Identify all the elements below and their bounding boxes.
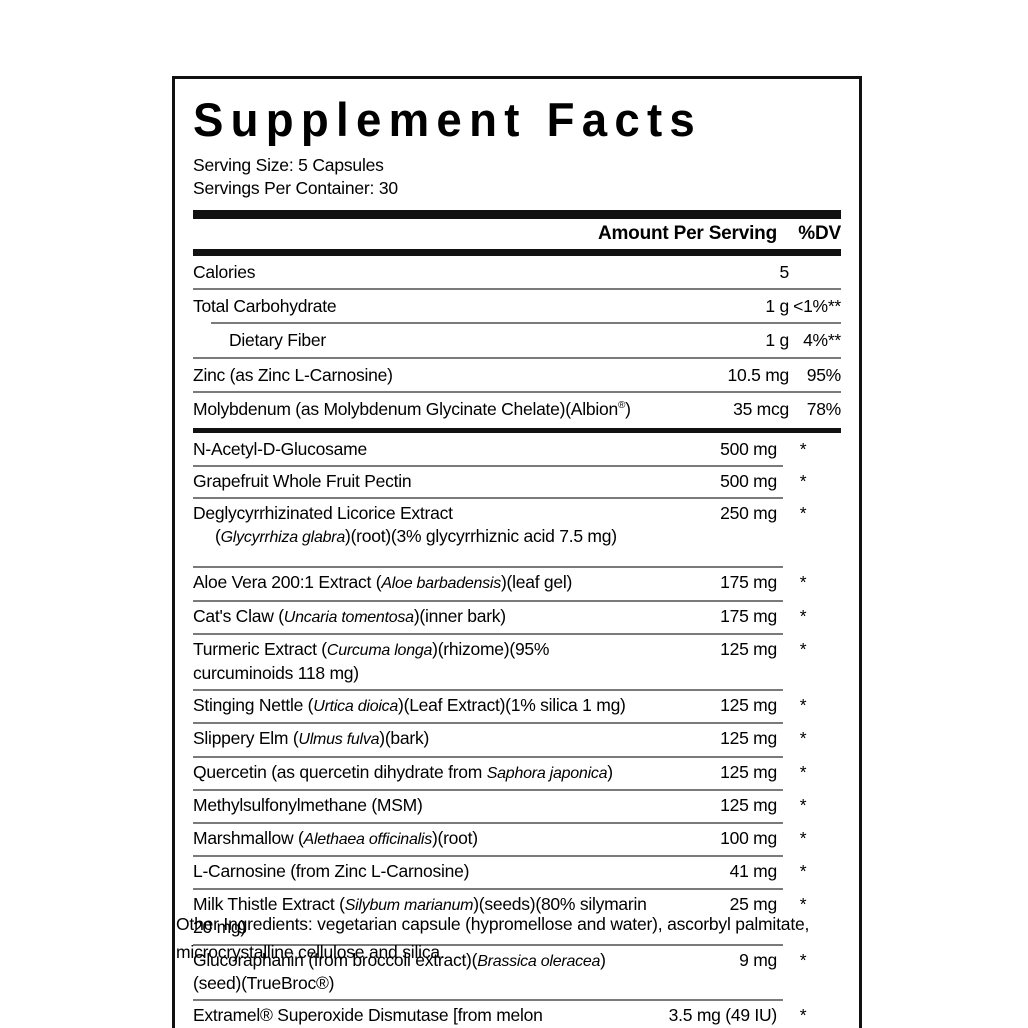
table-row: L-Carnosine (from Zinc L-Carnosine) 41 mg… xyxy=(193,855,841,887)
ingredient-name: Aloe Vera 200:1 Extract (Aloe barbadensi… xyxy=(193,572,573,593)
table-row: Aloe Vera 200:1 Extract (Aloe barbadensi… xyxy=(193,566,841,599)
table-header: Amount Per Serving %DV xyxy=(193,219,841,249)
table-row: Zinc (as Zinc L-Carnosine) 10.5 mg 95% xyxy=(193,356,842,391)
ingredient-amount: 100 mg xyxy=(720,827,777,848)
ingredient-amount: 500 mg xyxy=(720,438,777,459)
table-row: Dietary Fiber 1 g 4%** xyxy=(211,322,841,356)
nutrient-dv: 95% xyxy=(806,364,842,385)
ingredient-dv: * xyxy=(799,639,807,660)
ingredient-name: Methylsulfonylmethane (MSM) xyxy=(193,795,423,816)
ingredient-amount: 175 mg xyxy=(720,572,777,593)
table-row: Glucoraphanin (from broccoli extract)(Br… xyxy=(193,943,841,1000)
ingredient-name: Marshmallow (Alethaea officinalis)(root) xyxy=(193,827,478,848)
table-row: N-Acetyl-D-Glucosame 500 mg * xyxy=(193,433,841,465)
ingredient-name: Glucoraphanin (from broccoli extract)(Br… xyxy=(193,949,606,993)
servings-per-container: Servings Per Container: 30 xyxy=(193,178,398,199)
table-row: Slippery Elm (Ulmus fulva)(bark) 125 mg * xyxy=(193,722,841,755)
table-row: Methylsulfonylmethane (MSM) 125 mg * xyxy=(193,789,841,821)
ingredient-rows: N-Acetyl-D-Glucosame 500 mg * Grapefruit Wh… xyxy=(193,433,841,1028)
nutrient-dv: 4%** xyxy=(803,330,841,351)
nutrient-amount: 1 g xyxy=(765,296,789,317)
ingredient-amount: 25 mg xyxy=(729,893,778,914)
serving-info: Serving Size: 5 Capsules Servings Per Co… xyxy=(193,154,841,201)
ingredient-name: Slippery Elm (Ulmus fulva)(bark) xyxy=(193,728,430,749)
table-row: Marshmallow (Alethaea officinalis)(root)… xyxy=(193,821,841,855)
divider-top xyxy=(193,209,841,219)
ingredient-amount: 125 mg xyxy=(720,695,777,716)
ingredient-amount: 125 mg xyxy=(720,761,777,782)
ingredient-dv: * xyxy=(799,1005,807,1026)
nutrient-dv: 78% xyxy=(806,399,842,420)
ingredient-dv: * xyxy=(799,695,807,716)
nutrient-name: Total Carbohydrate xyxy=(193,296,337,317)
ingredient-amount: 125 mg xyxy=(720,728,777,749)
ingredient-dv: * xyxy=(799,795,807,816)
column-header-dv: %DV xyxy=(798,222,841,244)
table-row: Quercetin (as quercetin dihydrate from S… xyxy=(193,755,841,789)
row-gap xyxy=(193,553,841,566)
ingredient-dv: * xyxy=(799,470,807,491)
ingredient-dv: * xyxy=(799,827,807,848)
ingredient-dv: * xyxy=(799,761,807,782)
ingredient-dv: * xyxy=(799,503,807,524)
ingredient-name: Extramel® Superoxide Dismutase [from mel… xyxy=(193,1005,543,1028)
ingredient-dv: * xyxy=(799,861,807,882)
ingredient-name: Turmeric Extract (Curcuma longa)(rhizome… xyxy=(193,639,550,683)
nutrient-amount: 5 xyxy=(779,261,790,282)
table-row: Deglycyrrhizinated Licorice Extract (Glyc… xyxy=(193,497,841,553)
table-row: Stinging Nettle (Urtica dioica)(Leaf Ext… xyxy=(193,689,841,722)
nutrient-name: Zinc (as Zinc L-Carnosine) xyxy=(193,364,393,385)
ingredient-name: Cat's Claw (Uncaria tomentosa)(inner bar… xyxy=(193,605,506,626)
supplement-facts-panel: Supplement Facts Serving Size: 5 Capsule… xyxy=(172,76,862,1028)
ingredient-amount: 125 mg xyxy=(720,795,777,816)
ingredient-amount: 175 mg xyxy=(720,605,777,626)
divider-section xyxy=(193,427,841,433)
table-row: Extramel® Superoxide Dismutase [from mel… xyxy=(193,999,841,1028)
ingredient-dv: * xyxy=(799,949,807,970)
nutrient-name: Molybdenum (as Molybdenum Glycinate Chel… xyxy=(193,399,631,420)
nutrient-amount: 35 mcg xyxy=(733,399,789,420)
nutrient-amount: 1 g xyxy=(765,330,789,351)
ingredient-amount: 250 mg xyxy=(720,503,777,524)
ingredient-name: Stinging Nettle (Urtica dioica)(Leaf Ext… xyxy=(193,695,626,716)
ingredient-dv: * xyxy=(799,893,807,914)
ingredient-name: L-Carnosine (from Zinc L-Carnosine) xyxy=(193,861,470,882)
table-row: Cat's Claw (Uncaria tomentosa)(inner bar… xyxy=(193,599,841,633)
ingredient-amount: 125 mg xyxy=(720,639,777,660)
ingredient-name: Milk Thistle Extract (Silybum marianum)(… xyxy=(193,893,647,938)
ingredient-name: Deglycyrrhizinated Licorice Extract (Glyc… xyxy=(193,503,617,546)
ingredient-name: Grapefruit Whole Fruit Pectin xyxy=(193,470,412,491)
nutrient-rows: Calories 5 Total Carbohydrate 1 g <1%** Dieta… xyxy=(193,256,841,426)
ingredient-dv: * xyxy=(799,438,807,459)
nutrient-name: Dietary Fiber xyxy=(229,330,326,351)
ingredient-amount: 3.5 mg (49 IU) xyxy=(668,1005,778,1026)
table-row: Molybdenum (as Molybdenum Glycinate Chel… xyxy=(193,391,841,425)
other-ingredients: Other Ingredients: vegetarian capsule (h… xyxy=(176,914,810,963)
ingredient-name: Quercetin (as quercetin dihydrate from S… xyxy=(193,761,613,782)
ingredient-amount: 9 mg xyxy=(739,949,777,970)
ingredient-name: N-Acetyl-D-Glucosame xyxy=(193,438,367,459)
ingredient-amount: 41 mg xyxy=(729,861,778,882)
serving-size: Serving Size: 5 Capsules xyxy=(193,154,384,175)
table-row: Turmeric Extract (Curcuma longa)(rhizome… xyxy=(193,633,841,689)
column-header-amount: Amount Per Serving xyxy=(597,222,777,244)
page-title: Supplement Facts xyxy=(193,93,703,146)
table-row: Total Carbohydrate 1 g <1%** xyxy=(193,288,841,322)
nutrient-dv: <1%** xyxy=(793,296,841,317)
nutrient-name: Calories xyxy=(193,261,256,282)
table-row: Milk Thistle Extract (Silybum marianum)(… xyxy=(193,887,841,944)
ingredient-dv: * xyxy=(799,572,807,593)
table-row: Grapefruit Whole Fruit Pectin 500 mg * xyxy=(193,464,841,497)
nutrient-amount: 10.5 mg xyxy=(727,364,790,385)
table-row: Calories 5 xyxy=(193,256,841,288)
ingredient-amount: 500 mg xyxy=(720,470,777,491)
ingredient-dv: * xyxy=(799,728,807,749)
ingredient-dv: * xyxy=(799,605,807,626)
divider-header xyxy=(193,248,841,256)
